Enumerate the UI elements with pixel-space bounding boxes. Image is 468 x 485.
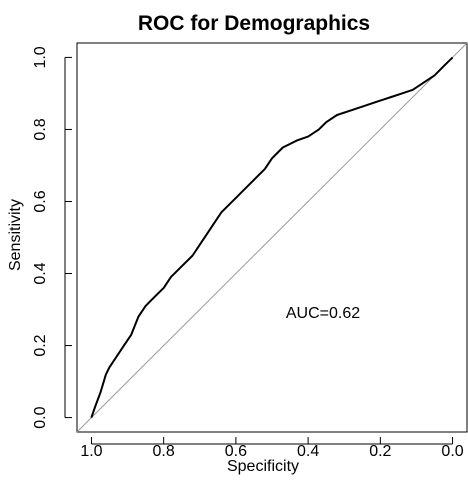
x-tick-label: 0.6 — [225, 443, 247, 460]
x-tick-label: 0.2 — [369, 443, 391, 460]
y-tick-label: 1.0 — [32, 46, 49, 68]
x-axis-label: Specificity — [227, 458, 299, 475]
x-tick-label: 0.4 — [297, 443, 319, 460]
x-tick-label: 0.0 — [441, 443, 463, 460]
y-axis-label: Sensitivity — [7, 199, 24, 271]
y-tick-label: 0.0 — [32, 406, 49, 428]
x-tick-label: 0.8 — [153, 443, 175, 460]
y-tick-label: 0.2 — [32, 334, 49, 356]
roc-curve — [90, 56, 454, 418]
auc-annotation: AUC=0.62 — [286, 305, 360, 322]
y-tick-label: 0.8 — [32, 118, 49, 140]
y-tick-label: 0.6 — [32, 190, 49, 212]
chart-title: ROC for Demographics — [138, 12, 370, 35]
diagonal-reference-line — [76, 42, 468, 433]
y-tick-label: 0.4 — [32, 262, 49, 284]
x-tick-label: 1.0 — [80, 443, 102, 460]
axes: 1.0 0.8 0.6 0.4 0.2 0.0 0.0 0.2 0.4 0.6 0.8 1.0 — [32, 46, 464, 460]
plot-frame — [76, 42, 468, 433]
